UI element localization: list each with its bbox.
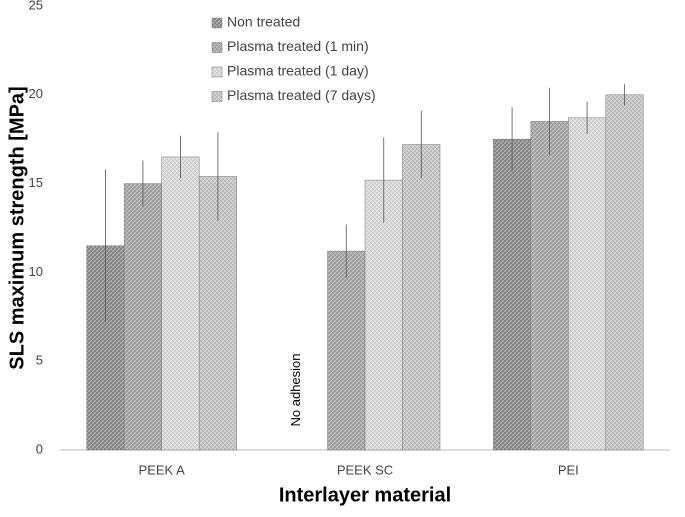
- y-tick-label: 5: [36, 353, 43, 368]
- legend-label: Plasma treated (1 day): [227, 63, 369, 79]
- x-tick-label: PEI: [558, 462, 579, 477]
- bar: [161, 156, 200, 451]
- x-tick-label: PEEK A: [139, 462, 186, 477]
- legend-swatch: [211, 42, 223, 53]
- y-tick-label: 15: [29, 175, 43, 190]
- legend-label: Plasma treated (7 days): [227, 87, 376, 103]
- annotation: No adhesion: [288, 354, 303, 427]
- y-tick-label: 10: [29, 264, 43, 279]
- bar: [123, 183, 162, 451]
- x-tick-label: PEEK SC: [337, 462, 393, 477]
- legend-swatch: [211, 17, 223, 29]
- bar: [198, 176, 237, 451]
- legend-label: Non treated: [227, 14, 300, 30]
- y-axis-title: SLS maximum strength [MPa]: [6, 86, 28, 369]
- bar: [493, 138, 532, 451]
- bar: [402, 144, 441, 451]
- bar: [364, 179, 403, 451]
- bar: [327, 250, 366, 451]
- legend-swatch: [211, 66, 223, 78]
- legend-swatch: [211, 91, 223, 102]
- y-tick-label: 20: [29, 86, 43, 101]
- y-tick-label: 25: [29, 0, 43, 12]
- legend-label: Plasma treated (1 min): [227, 38, 369, 54]
- y-tick-label: 0: [36, 441, 43, 456]
- bar: [568, 117, 607, 451]
- bar: [605, 94, 644, 451]
- x-axis-title: Interlayer material: [279, 484, 451, 506]
- bar: [530, 121, 569, 451]
